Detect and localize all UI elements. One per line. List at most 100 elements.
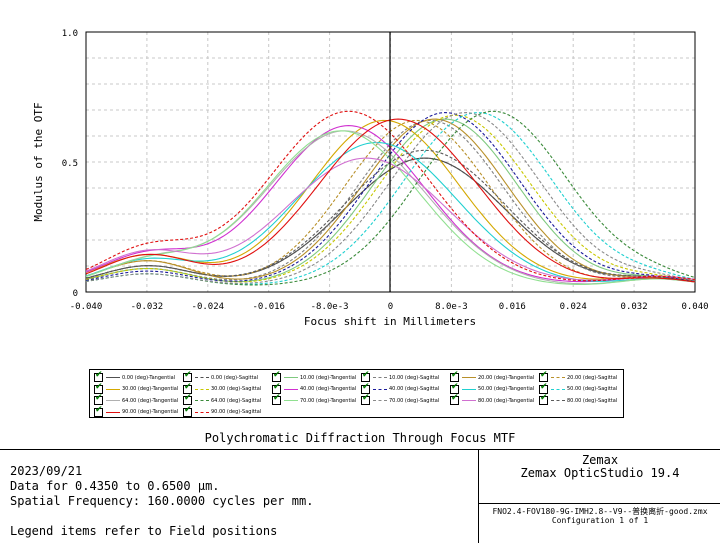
check-icon: ✔ (362, 381, 370, 392)
legend-label: 64.00 (deg)-Sagittal (211, 397, 262, 404)
legend-checkbox[interactable]: ✔ (539, 370, 548, 382)
legend-checkbox[interactable]: ✔ (272, 371, 281, 382)
legend-swatch (462, 388, 476, 390)
legend-checkbox[interactable]: ✔ (183, 370, 192, 382)
legend-label: 90.00 (deg)-Sagittal (211, 409, 262, 415)
legend-swatch (195, 400, 209, 401)
legend-swatch (106, 411, 120, 413)
check-icon: ✔ (95, 393, 103, 403)
check-icon: ✔ (540, 393, 548, 403)
legend-swatch (195, 377, 209, 378)
legend-checkbox[interactable]: ✔ (450, 370, 459, 382)
legend-item: ✔ 90.00 (deg)-Tangential (94, 404, 179, 418)
legend-swatch (551, 388, 565, 390)
legend-swatch (462, 400, 476, 401)
legend-label: 90.00 (deg)-Tangential (122, 409, 179, 415)
legend-label: 10.00 (deg)-Sagittal (389, 374, 440, 381)
legend-item: ✔ 40.00 (deg)-Tangential (272, 381, 356, 395)
legend-label: 64.00 (deg)-Tangential (122, 397, 179, 404)
legend-label: 20.00 (deg)-Sagittal (567, 374, 618, 381)
legend-swatch (106, 400, 120, 401)
legend-label: 70.00 (deg)-Sagittal (389, 397, 440, 404)
x-tick-label: -0.016 (252, 302, 285, 312)
check-icon: ✔ (184, 393, 192, 403)
legend-swatch (195, 411, 209, 413)
check-icon: ✔ (540, 370, 548, 380)
legend-checkbox[interactable]: ✔ (183, 381, 192, 394)
x-tick-label: -0.032 (131, 302, 164, 312)
check-icon: ✔ (451, 381, 459, 392)
legend-checkbox[interactable]: ✔ (183, 404, 192, 417)
wavelength-text: Data for 0.4350 to 0.6500 µm. (10, 479, 220, 493)
legend-swatch (373, 377, 387, 378)
legend-swatch (551, 377, 565, 378)
check-icon: ✔ (184, 404, 192, 415)
chart-title: Polychromatic Diffraction Through Focus … (204, 431, 516, 445)
frequency-text: Spatial Frequency: 160.0000 cycles per m… (10, 494, 314, 508)
legend-checkbox[interactable]: ✔ (361, 381, 370, 394)
x-tick-label: 0.032 (621, 302, 648, 312)
check-icon: ✔ (451, 393, 459, 403)
legend-item: ✔ 80.00 (deg)-Tangential (450, 393, 534, 406)
series-line (85, 157, 696, 283)
legend-swatch (373, 388, 387, 390)
x-tick-label: 0.024 (560, 302, 587, 312)
legend-item: ✔ 10.00 (deg)-Sagittal (361, 370, 440, 383)
x-tick-label: 0.016 (499, 302, 526, 312)
brand-panel: Zemax Zemax OpticStudio 19.4 FNO2.4-FOV1… (478, 450, 720, 543)
x-tick-label: -0.040 (70, 302, 103, 312)
legend-item: ✔ 30.00 (deg)-Tangential (94, 382, 179, 395)
legend-item: ✔ 20.00 (deg)-Sagittal (539, 370, 618, 383)
check-icon: ✔ (451, 370, 459, 380)
legend-label: 70.00 (deg)-Tangential (300, 397, 357, 404)
legend-swatch (106, 377, 120, 378)
check-icon: ✔ (184, 370, 192, 380)
brand-name: Zemax (581, 453, 619, 467)
file-box: FNO2.4-FOV180-9G-IMH2.8--V9--普换离折-good.z… (479, 503, 720, 544)
y-tick-label: 0 (73, 289, 78, 299)
legend-swatch (284, 388, 298, 390)
spacer-line (10, 509, 313, 524)
check-icon: ✔ (95, 404, 103, 415)
legend-checkbox[interactable]: ✔ (361, 370, 370, 382)
legend-item: ✔ 70.00 (deg)-Tangential (272, 394, 357, 406)
info-panel: 2023/09/21 Data for 0.4350 to 0.6500 µm.… (0, 449, 720, 543)
check-icon: ✔ (95, 370, 103, 380)
legend-item: ✔ 10.00 (deg)-Tangential (272, 371, 356, 383)
legend-checkbox[interactable]: ✔ (539, 393, 548, 405)
legend-item: ✔ 0.00 (deg)-Sagittal (183, 370, 259, 383)
legend-note: Legend items refer to Field positions (10, 524, 278, 538)
product-name: Zemax OpticStudio 19.4 (520, 466, 680, 480)
check-icon: ✔ (184, 381, 192, 392)
legend-checkbox[interactable]: ✔ (183, 393, 192, 405)
legend-swatch (551, 400, 565, 401)
legend-label: 30.00 (deg)-Tangential (122, 386, 179, 392)
x-tick-labels: -0.040 -0.032 -0.024 -0.016 -8.0e-3 0 8.0e-3 0.… (70, 302, 709, 312)
legend-item: ✔ 64.00 (deg)-Sagittal (183, 393, 262, 406)
legend-checkbox[interactable]: ✔ (272, 381, 281, 394)
legend-checkbox[interactable]: ✔ (272, 394, 281, 405)
legend-item: ✔ 64.00 (deg)-Tangential (94, 393, 179, 406)
legend-item: ✔ 20.00 (deg)-Tangential (450, 370, 534, 383)
legend-checkbox[interactable]: ✔ (94, 393, 103, 405)
y-tick-labels: 0 0.5 1.0 (62, 29, 78, 299)
legend-checkbox[interactable]: ✔ (94, 404, 103, 417)
date-text: 2023/09/21 (10, 464, 83, 478)
legend-checkbox[interactable]: ✔ (94, 370, 103, 382)
legend-item: ✔ 70.00 (deg)-Sagittal (361, 394, 440, 406)
legend-swatch (373, 400, 387, 401)
y-tick-label: 0.5 (62, 159, 78, 169)
legend-swatch (284, 377, 298, 378)
legend-label: 0.00 (deg)-Sagittal (211, 374, 259, 381)
legend-label: 50.00 (deg)-Tangential (478, 386, 535, 392)
legend-checkbox[interactable]: ✔ (450, 393, 459, 405)
legend-checkbox[interactable]: ✔ (539, 382, 548, 394)
check-icon: ✔ (362, 370, 370, 380)
legend-item: ✔ 0.00 (deg)-Tangential (94, 370, 175, 383)
x-axis-label: Focus shift in Millimeters (304, 315, 476, 328)
legend-label: 30.00 (deg)-Sagittal (211, 386, 262, 392)
legend-checkbox[interactable]: ✔ (94, 382, 103, 394)
legend-checkbox[interactable]: ✔ (450, 381, 459, 394)
legend-checkbox[interactable]: ✔ (361, 394, 370, 405)
check-icon: ✔ (273, 381, 281, 392)
